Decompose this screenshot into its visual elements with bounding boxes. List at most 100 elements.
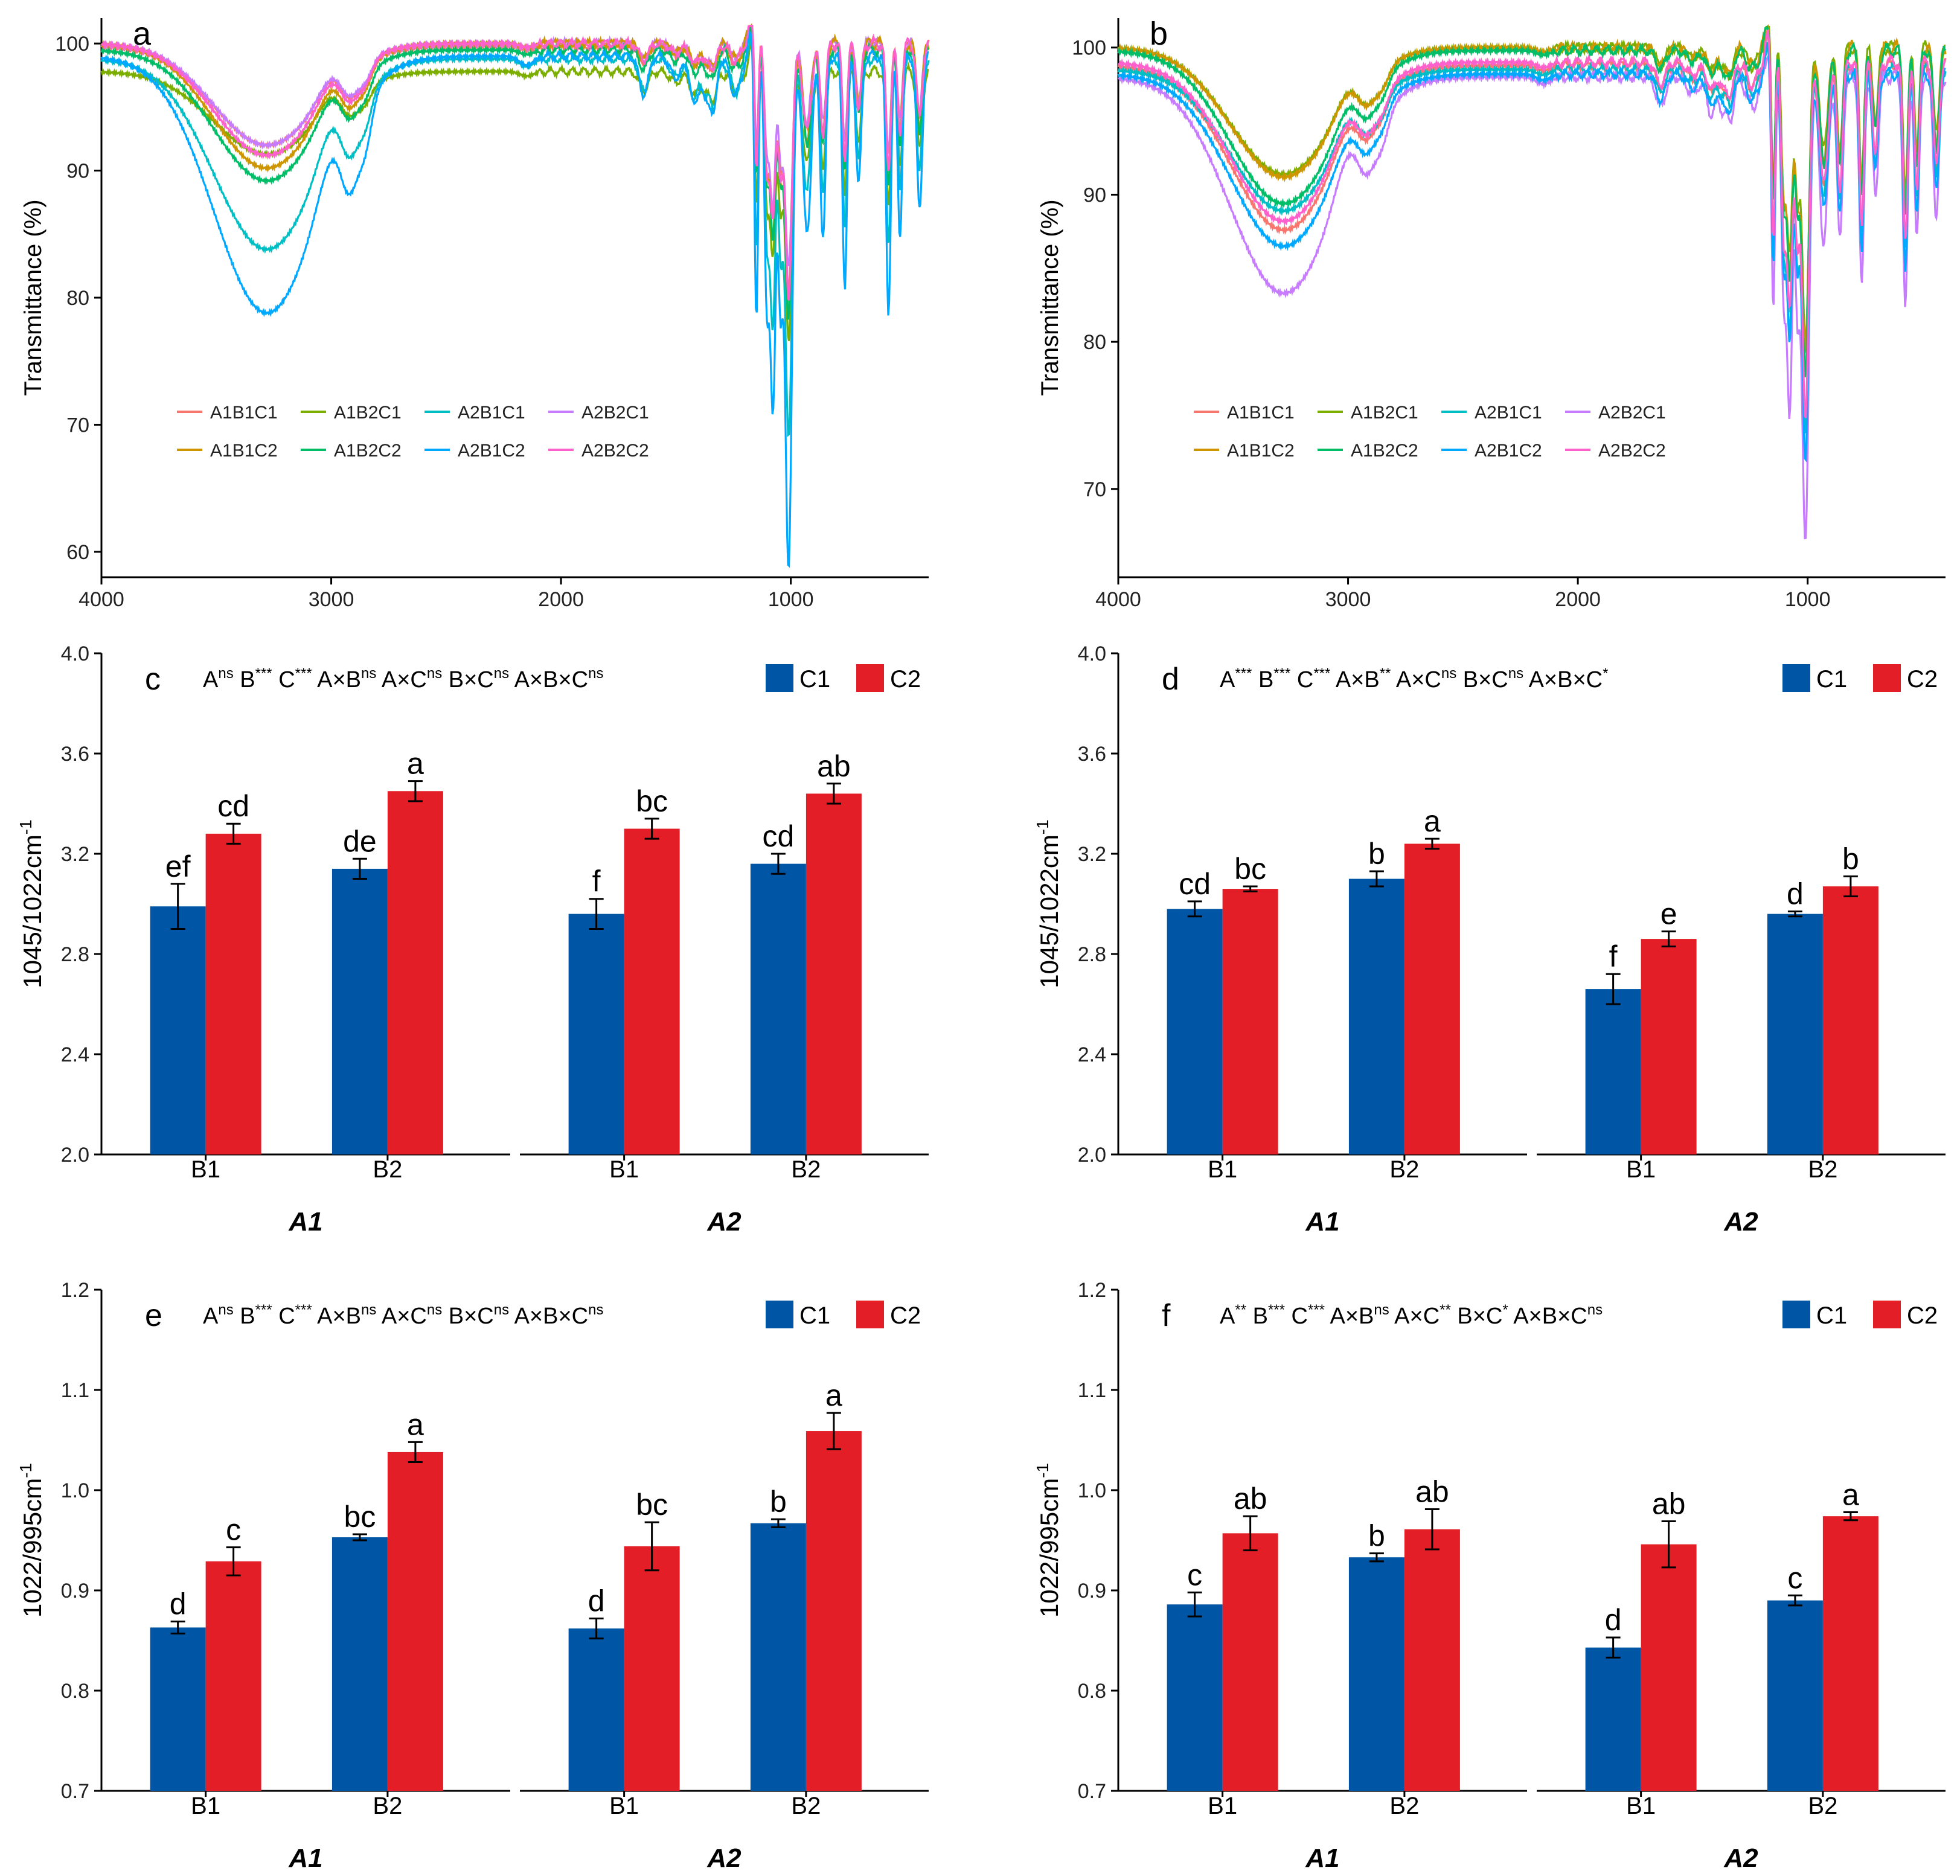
x-tick-label: B1 [609,1793,639,1819]
significance-letter: f [592,865,601,898]
legend-swatch [1873,664,1901,692]
x-tick-label: 3000 [1325,588,1371,611]
anova-term: A×C [1391,667,1441,693]
panel-letter: b [1150,16,1168,52]
significance-letter: f [1609,940,1618,973]
significance-letter: b [1368,1519,1385,1553]
x-tick-label: B2 [1389,1156,1419,1183]
legend-label: A2B2C1 [1598,403,1666,423]
y-tick-label: 80 [1083,331,1106,354]
anova-significance: *** [1308,1302,1325,1318]
legend-label: A2B1C2 [1475,441,1542,461]
y-tick-label: 100 [55,33,89,56]
x-tick-label: B1 [1626,1793,1656,1819]
y-tick-label: 0.7 [61,1780,89,1803]
ftir-panel-a: 60 70 80 90 100 4000 3000 2000 1000 Transmittance… [20,16,930,611]
legend-label: C2 [890,666,921,693]
legend-swatch [856,1301,884,1328]
anova-term: A×C [376,1304,426,1329]
anova-term: A [1220,1304,1235,1329]
y-tick-label: 2.4 [1078,1043,1106,1066]
group-label: A1 [1305,1843,1339,1873]
bar-A1-B1-C1 [1167,909,1223,1154]
bar-A1-B2-C1 [1348,1557,1404,1791]
y-axis-title-sup: -1 [1033,1463,1052,1478]
significance-letter: ab [1234,1482,1267,1516]
y-tick-label: 1.0 [61,1479,89,1502]
bar-panel-d: 2.0 2.4 2.8 3.2 3.6 4.0 1045/1022cm-1 B1 cd bc B2 b… [1033,642,1946,1237]
bar-panel-c: 2.02.42.83.23.64.01045/1022cm-1B1efcdB2d… [16,642,929,1237]
x-tick-label: 1000 [1785,588,1831,611]
significance-letter: ab [1415,1475,1449,1509]
y-tick-label: 90 [66,160,89,183]
anova-term: A×B [312,1304,361,1329]
bar-A2-B1-C2 [1641,1544,1697,1791]
significance-letter: a [407,1407,424,1441]
group-label: A2 [706,1207,741,1237]
bar-A1-B1-C2 [205,1561,261,1791]
anova-significance: ns [588,665,603,682]
anova-term: A×B [1330,667,1379,693]
legend-swatch [1873,1301,1901,1328]
spectrum-line-A2B1C2 [1117,43,1946,463]
significance-letter: a [1424,804,1441,838]
legend-label: C2 [1907,1302,1938,1329]
legend-label: A1B1C2 [210,441,278,461]
bar-A1-B1-C1 [150,1627,206,1791]
anova-annotation: Ans B*** C*** A×Bns A×Cns B×Cns A×B×Cns [203,665,603,693]
group-label: A1 [288,1207,322,1237]
spectrum-line-A2B1C2 [100,30,929,568]
ftir-panel-b: 70 80 90 100 4000 3000 2000 1000 Transmittance (… [1037,16,1947,611]
significance-letter: b [770,1485,787,1519]
y-tick-label: 3.2 [61,843,89,866]
y-tick-label: 1.1 [1078,1379,1106,1402]
y-tick-label: 3.2 [1078,843,1106,866]
significance-letter: bc [636,1488,668,1522]
bar-A2-B1-C2 [624,1546,680,1791]
bar-A1-B2-C2 [1404,1529,1460,1791]
y-tick-label: 1.2 [1078,1279,1106,1302]
bar-A2-B2-C2 [805,793,862,1154]
bar-A1-B1-C1 [1167,1604,1223,1791]
y-axis-title-sup: -1 [16,819,35,834]
anova-term: B×C [442,1304,494,1329]
anova-significance: ns [427,665,442,682]
x-tick-label: B2 [373,1156,402,1183]
legend-label: C1 [1816,1302,1847,1329]
y-axis-title-text: 1045/1022cm [1035,834,1063,988]
y-tick-label: 60 [66,541,89,564]
significance-letter: bc [636,784,668,818]
y-tick-label: 2.8 [61,943,89,966]
significance-letter: e [1661,897,1677,931]
y-tick-label: 0.9 [1078,1580,1106,1602]
x-tick-label: B2 [1808,1156,1837,1183]
significance-letter: a [1842,1478,1859,1512]
significance-letter: cd [217,789,249,823]
panel-letter: c [145,662,161,697]
anova-annotation: A** B*** C*** A×Bns A×C** B×C* A×B×Cns [1220,1302,1603,1329]
bar-A1-B2-C1 [1348,879,1404,1154]
x-tick-label: 1000 [768,588,814,611]
bar-A1-B1-C2 [1222,889,1278,1154]
y-axis-title-sup: -1 [16,1463,35,1478]
x-tick-label: B1 [1208,1156,1237,1183]
y-tick-label: 0.8 [61,1680,89,1703]
anova-significance: *** [1273,665,1290,682]
y-tick-label: 2.8 [1078,943,1106,966]
significance-letter: d [170,1587,187,1621]
anova-term: C [1285,1304,1308,1329]
y-tick-label: 1.2 [61,1279,89,1302]
bar-panel-e: 0.7 0.8 0.9 1.0 1.1 1.2 1022/995cm-1 B1 d c B2 bc a A… [16,1279,929,1873]
anova-term: B×C [442,667,494,693]
y-tick-label: 70 [66,414,89,437]
significance-letter: b [1842,842,1859,876]
anova-term: A×B×C [509,667,588,693]
group-label: A1 [288,1843,322,1873]
y-tick-label: 4.0 [1078,642,1106,665]
x-tick-label: B2 [1808,1793,1837,1819]
legend-label: C1 [799,666,830,693]
y-axis-title: 1045/1022cm-1 [16,819,46,988]
anova-term: B [234,1304,255,1329]
x-tick-label: 2000 [1555,588,1601,611]
